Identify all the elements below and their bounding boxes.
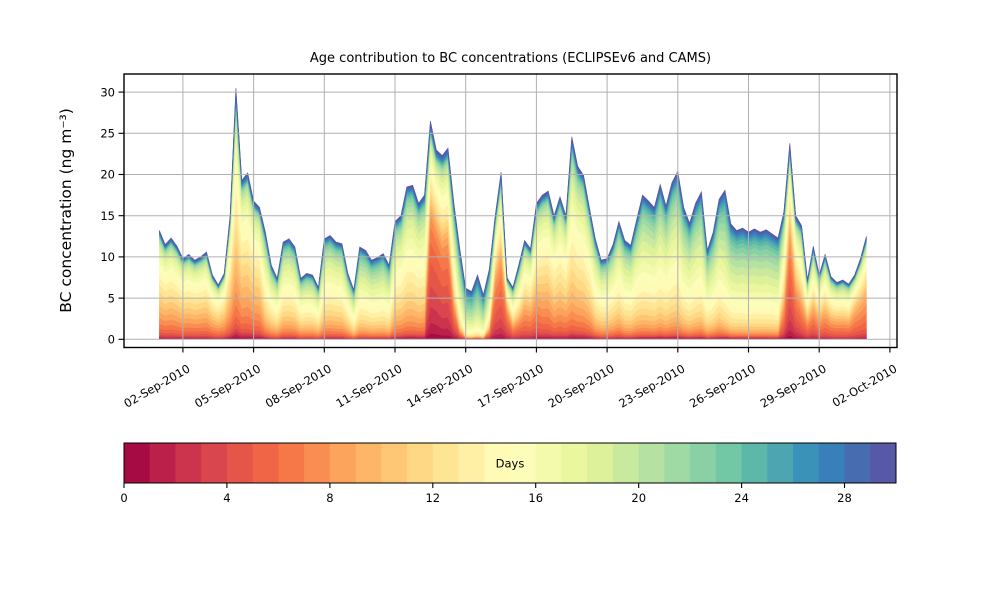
y-tick-label: 25	[100, 127, 115, 141]
x-tick-label: 14-Sep-2010	[404, 361, 475, 410]
colorbar-segment	[252, 443, 279, 483]
colorbar-tick-label: 16	[528, 491, 543, 505]
colorbar-tick-label: 24	[734, 491, 749, 505]
y-tick-label: 15	[100, 209, 115, 223]
x-tick-label: 20-Sep-2010	[546, 361, 617, 410]
plot-frame	[123, 73, 898, 349]
y-tick-label: 5	[108, 291, 115, 305]
x-tick-label: 17-Sep-2010	[475, 361, 546, 410]
colorbar-segment	[201, 443, 228, 483]
y-tick-label: 30	[100, 85, 115, 99]
colorbar-segment	[175, 443, 202, 483]
colorbar-segment	[381, 443, 408, 483]
colorbar-segment	[715, 443, 742, 483]
y-tick-label: 10	[100, 250, 115, 264]
colorbar-segment	[278, 443, 305, 483]
chart-title: Age contribution to BC concentrations (E…	[310, 51, 711, 66]
colorbar-tick-label: 4	[223, 491, 230, 505]
x-tick-label: 23-Sep-2010	[616, 361, 687, 410]
y-tick-label: 20	[100, 168, 115, 182]
colorbar-segment	[226, 443, 254, 483]
colorbar-segment	[535, 443, 562, 483]
y-tick-label: 0	[108, 333, 115, 347]
colorbar-segment	[329, 443, 356, 483]
colorbar-tick-label: 8	[326, 491, 333, 505]
colorbar-segment	[612, 443, 640, 483]
x-tick-label: 02-Sep-2010	[121, 361, 192, 410]
y-axis-label: BC concentration (ng m⁻³)	[57, 108, 75, 313]
colorbar-segment	[844, 443, 871, 483]
x-tick-label: 05-Sep-2010	[192, 361, 263, 410]
colorbar-segment	[432, 443, 459, 483]
colorbar-label: Days	[496, 457, 525, 471]
colorbar-segment	[587, 443, 614, 483]
colorbar-segment	[818, 443, 845, 483]
colorbar-segment	[458, 443, 485, 483]
colorbar-segment	[149, 443, 176, 483]
x-tick-label: 08-Sep-2010	[263, 361, 334, 410]
colorbar-segment	[690, 443, 717, 483]
grid-lines	[124, 74, 897, 348]
colorbar-tick-label: 20	[631, 491, 646, 505]
colorbar-tick-label: 0	[120, 491, 127, 505]
colorbar-segment	[510, 443, 537, 483]
colorbar-outline	[123, 442, 897, 484]
x-axis: 02-Sep-2010 05-Sep-2010 08-Sep-2010 11-Sep-…	[121, 347, 900, 411]
colorbar: 0 4 8 12 16 20 24 28	[120, 442, 897, 505]
y-axis: 0 5 10 15 20 25 30	[100, 85, 124, 347]
colorbar-segment	[664, 443, 691, 483]
x-tick-label: 02-Oct-2010	[830, 361, 900, 409]
x-tick-label: 26-Sep-2010	[687, 361, 758, 410]
colorbar-segment	[407, 443, 434, 483]
colorbar-segment	[355, 443, 382, 483]
age-layer	[159, 87, 867, 297]
x-tick-label: 29-Sep-2010	[758, 361, 829, 410]
stacked-age-layers	[159, 87, 867, 340]
colorbar-segment	[741, 443, 768, 483]
x-tick-label: 11-Sep-2010	[334, 361, 405, 410]
colorbar-segment	[638, 443, 665, 483]
colorbar-segment	[304, 443, 331, 483]
colorbar-tick-label: 28	[837, 491, 852, 505]
colorbar-tick-label: 12	[425, 491, 440, 505]
colorbar-segment	[124, 443, 151, 483]
colorbar-segment	[767, 443, 794, 483]
colorbar-segment	[870, 443, 897, 483]
colorbar-segment	[484, 443, 511, 483]
colorbar-segment	[561, 443, 588, 483]
colorbar-segment	[793, 443, 820, 483]
